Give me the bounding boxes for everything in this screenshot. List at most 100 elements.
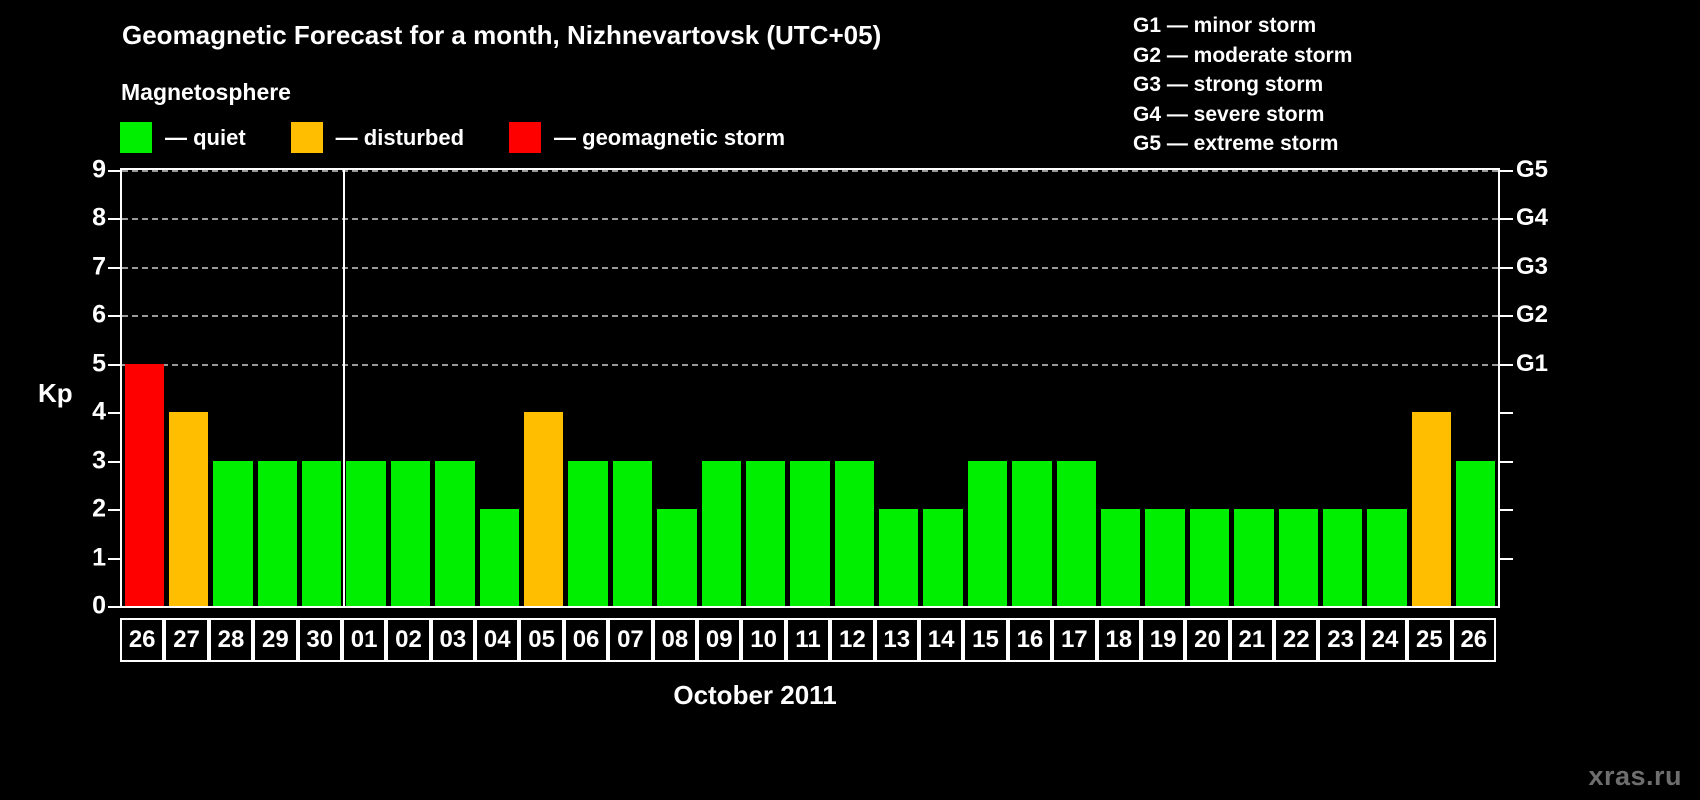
- date-label-2: 28: [208, 618, 254, 662]
- legend-swatch-disturbed-icon: [290, 122, 323, 153]
- legend: — quiet — disturbed — geomagnetic storm: [120, 122, 830, 153]
- date-label-15: 11: [785, 618, 831, 662]
- g-tick-label-G3: G3: [1516, 252, 1549, 280]
- date-axis: 26 27 28 29 30 01 02 03 04 05 06 07 08 09 10 11 12 13 14 15…: [120, 618, 1500, 662]
- g-axis-tick-marks: [1500, 168, 1518, 608]
- legend-label-storm: — geomagnetic storm: [554, 124, 786, 150]
- y-tick-mark-8: [108, 218, 120, 221]
- bar-24: [1367, 509, 1407, 606]
- date-label-24: 20: [1185, 618, 1230, 662]
- legend-label-disturbed: — disturbed: [335, 124, 465, 150]
- watermark: xras.ru: [1588, 761, 1682, 791]
- date-label-14: 10: [741, 618, 786, 662]
- legend-swatch-storm-icon: [509, 122, 542, 153]
- date-label-13: 09: [697, 618, 742, 662]
- date-label-21: 17: [1052, 618, 1097, 662]
- legend-item-disturbed: — disturbed: [290, 122, 465, 153]
- bars-layer: [122, 170, 1498, 606]
- y-tick-label-8: 8: [92, 203, 106, 232]
- y-tick-label-1: 1: [92, 543, 106, 572]
- g-scale-legend: G1 — minor storm G2 — moderate storm G3 — …: [1133, 11, 1352, 159]
- bar-13: [879, 509, 919, 606]
- bar-09: [701, 460, 741, 606]
- g-tick-label-G2: G2: [1516, 301, 1549, 329]
- g-axis-labels: G1 G2 G3 G4 G5: [1516, 156, 1586, 608]
- bar-26: [124, 363, 164, 606]
- month-caption: October 2011: [673, 680, 837, 710]
- g-tick-mark-G3: [1500, 266, 1513, 269]
- y-tick-mark-9: [108, 170, 120, 172]
- y-tick-label-5: 5: [92, 349, 106, 378]
- g-scale-line-4: G4 — severe storm: [1133, 102, 1325, 126]
- bar-28: [213, 460, 253, 606]
- bar-01: [346, 460, 386, 606]
- bar-05: [523, 412, 564, 606]
- y-tick-mark-4: [108, 412, 120, 415]
- y-tick-label-9: 9: [92, 155, 106, 184]
- bar-23: [1322, 509, 1363, 606]
- bar-15: [967, 460, 1008, 606]
- date-label-1: 27: [164, 618, 209, 662]
- bar-18: [1101, 509, 1141, 606]
- date-label-20: 16: [1007, 618, 1053, 662]
- y-tick-label-2: 2: [92, 494, 106, 523]
- plot-area: [120, 168, 1500, 608]
- gridline-kp-7: [122, 266, 1498, 269]
- bar-19: [1145, 509, 1185, 606]
- gridline-kp-5: [122, 363, 1498, 366]
- date-label-26: 22: [1274, 618, 1319, 662]
- y-tick-label-4: 4: [92, 397, 106, 426]
- g-tick-mark-G1: [1500, 363, 1513, 366]
- date-label-16: 12: [830, 618, 875, 662]
- legend-item-storm: — geomagnetic storm: [509, 122, 785, 153]
- magnetosphere-section-label: Magnetosphere: [121, 79, 291, 105]
- y-tick-mark-6: [108, 315, 120, 318]
- y-tick-mark-5: [108, 363, 120, 366]
- gridline-kp-8: [122, 218, 1498, 221]
- y-tick-label-7: 7: [92, 252, 106, 281]
- bar-29: [257, 460, 298, 606]
- date-label-19: 15: [963, 618, 1008, 662]
- bar-06: [568, 460, 608, 606]
- g-scale-line-2: G2 — moderate storm: [1133, 43, 1353, 67]
- y-tick-label-0: 0: [92, 591, 106, 620]
- g-axis-minor-tick-kp-1: [1500, 557, 1513, 560]
- g-tick-mark-G4: [1500, 218, 1513, 221]
- bar-25: [1411, 412, 1452, 606]
- bar-08: [657, 509, 697, 606]
- date-label-7: 03: [430, 618, 476, 662]
- date-label-8: 04: [475, 618, 520, 662]
- y-axis-labels: 0 1 2 3 4 5 6 7 8 9: [72, 156, 106, 620]
- bar-20: [1189, 509, 1230, 606]
- legend-item-quiet: — quiet: [120, 122, 246, 153]
- date-label-12: 08: [652, 618, 698, 662]
- g-tick-label-G1: G1: [1516, 349, 1549, 377]
- y-tick-mark-0: [108, 606, 120, 608]
- bar-02: [390, 460, 431, 606]
- bar-26: [1456, 460, 1496, 606]
- y-tick-label-3: 3: [92, 446, 106, 475]
- date-label-3: 29: [253, 618, 298, 662]
- g-scale-line-3: G3 — strong storm: [1133, 73, 1324, 96]
- g-tick-mark-G2: [1500, 315, 1513, 318]
- legend-label-quiet: — quiet: [165, 124, 246, 150]
- date-label-23: 19: [1140, 618, 1186, 662]
- date-label-6: 02: [386, 618, 431, 662]
- date-label-30: 26: [1451, 618, 1496, 662]
- forecast-divider-line: [342, 170, 345, 606]
- date-label-29: 25: [1407, 618, 1452, 662]
- plot-inner: [122, 170, 1498, 606]
- g-tick-label-G5: G5: [1516, 156, 1549, 183]
- y-tick-mark-2: [108, 509, 120, 512]
- gridline-kp-6: [122, 315, 1498, 318]
- bar-27: [168, 412, 209, 606]
- g-scale-line-5: G5 — extreme storm: [1133, 132, 1339, 155]
- g-tick-label-G4: G4: [1516, 204, 1549, 232]
- bar-16: [1012, 460, 1052, 606]
- g-axis-minor-tick-kp-3: [1500, 460, 1513, 463]
- y-tick-mark-3: [108, 460, 120, 463]
- g-axis-minor-tick-kp-2: [1500, 509, 1513, 512]
- date-label-18: 14: [918, 618, 964, 662]
- bar-17: [1056, 460, 1096, 606]
- date-label-9: 05: [519, 618, 564, 662]
